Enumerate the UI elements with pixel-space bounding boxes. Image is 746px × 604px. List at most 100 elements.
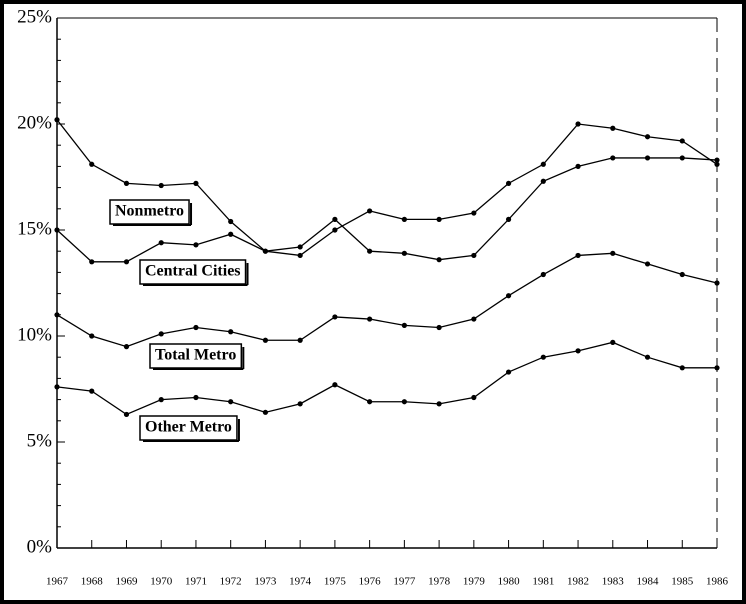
- point: [332, 227, 338, 233]
- point: [471, 210, 477, 216]
- point: [193, 324, 199, 331]
- y-tick-label: 20%: [17, 112, 52, 133]
- point: [89, 161, 95, 167]
- y-tick-label: 5%: [27, 430, 53, 451]
- x-tick-label: 1980: [498, 576, 521, 588]
- point: [679, 271, 685, 278]
- series-label: Other Metro: [145, 419, 232, 436]
- point: [123, 344, 130, 350]
- point: [575, 121, 581, 127]
- point: [54, 312, 60, 318]
- x-tick-label: 1978: [428, 576, 451, 588]
- point: [401, 216, 407, 222]
- point: [714, 365, 720, 371]
- point: [193, 394, 199, 401]
- point: [262, 337, 269, 343]
- point: [123, 259, 130, 265]
- point: [644, 155, 651, 161]
- x-tick-label: 1971: [185, 576, 207, 588]
- point: [367, 208, 373, 214]
- x-tick-label: 1973: [254, 576, 277, 588]
- point: [89, 259, 95, 265]
- x-tick-label: 1985: [671, 576, 694, 588]
- point: [193, 242, 199, 248]
- x-tick-label: 1970: [150, 576, 173, 588]
- x-tick-label: 1967: [46, 576, 69, 588]
- series-line: [56, 119, 718, 257]
- point: [575, 348, 581, 354]
- point: [644, 354, 651, 360]
- point: [158, 331, 164, 337]
- point: [54, 117, 60, 123]
- point: [540, 161, 546, 167]
- point: [436, 324, 442, 331]
- point: [505, 180, 512, 186]
- y-tick-label: 25%: [17, 6, 52, 27]
- x-tick-label: 1979: [463, 576, 486, 588]
- point: [297, 252, 303, 259]
- point: [575, 163, 581, 169]
- background: [4, 4, 742, 600]
- point: [471, 252, 477, 259]
- x-tick-label: 1968: [81, 576, 104, 588]
- point: [158, 240, 164, 246]
- point: [679, 138, 685, 144]
- point: [193, 180, 199, 186]
- x-tick-label: 1976: [359, 576, 382, 588]
- point: [471, 316, 477, 322]
- point: [610, 125, 616, 131]
- label-box: [139, 259, 247, 285]
- point: [714, 161, 720, 167]
- x-tick-label: 1983: [602, 576, 625, 588]
- point: [436, 401, 442, 407]
- point: [158, 182, 164, 189]
- point: [54, 384, 60, 390]
- x-tick-label: 1972: [220, 576, 242, 588]
- point: [610, 339, 616, 345]
- point: [332, 216, 338, 222]
- point: [505, 293, 512, 299]
- point: [610, 155, 616, 161]
- point: [540, 354, 546, 360]
- point: [610, 250, 616, 256]
- point: [367, 248, 373, 254]
- x-tick-label: 1984: [637, 576, 660, 588]
- point: [262, 409, 269, 415]
- point: [401, 250, 407, 256]
- x-tick-label: 1982: [567, 576, 589, 588]
- y-tick-label: 10%: [17, 324, 52, 345]
- series-label: Central Cities: [145, 263, 241, 280]
- series-line: [56, 252, 718, 348]
- point: [332, 382, 338, 388]
- point: [505, 216, 512, 222]
- point: [401, 399, 407, 405]
- point: [262, 248, 269, 254]
- label-box: [139, 415, 238, 441]
- point: [367, 399, 373, 405]
- series-label: Nonmetro: [115, 203, 184, 220]
- series-line: [56, 157, 718, 263]
- point: [540, 271, 546, 278]
- y-tick-label: 15%: [17, 218, 52, 239]
- x-tick-label: 1975: [324, 576, 347, 588]
- point: [228, 329, 234, 335]
- x-tick-label: 1974: [289, 576, 312, 588]
- label-box: [149, 343, 243, 369]
- point: [123, 180, 130, 186]
- x-tick-label: 1969: [115, 576, 138, 588]
- point: [228, 399, 234, 405]
- point: [436, 257, 442, 263]
- point: [575, 252, 581, 259]
- x-tick-label: 1981: [532, 576, 554, 588]
- point: [644, 134, 651, 140]
- point: [89, 333, 95, 339]
- point: [471, 394, 477, 401]
- label-box: [109, 199, 190, 225]
- point: [158, 397, 164, 403]
- point: [89, 388, 95, 394]
- point: [679, 365, 685, 371]
- point: [401, 322, 407, 328]
- point: [505, 369, 512, 375]
